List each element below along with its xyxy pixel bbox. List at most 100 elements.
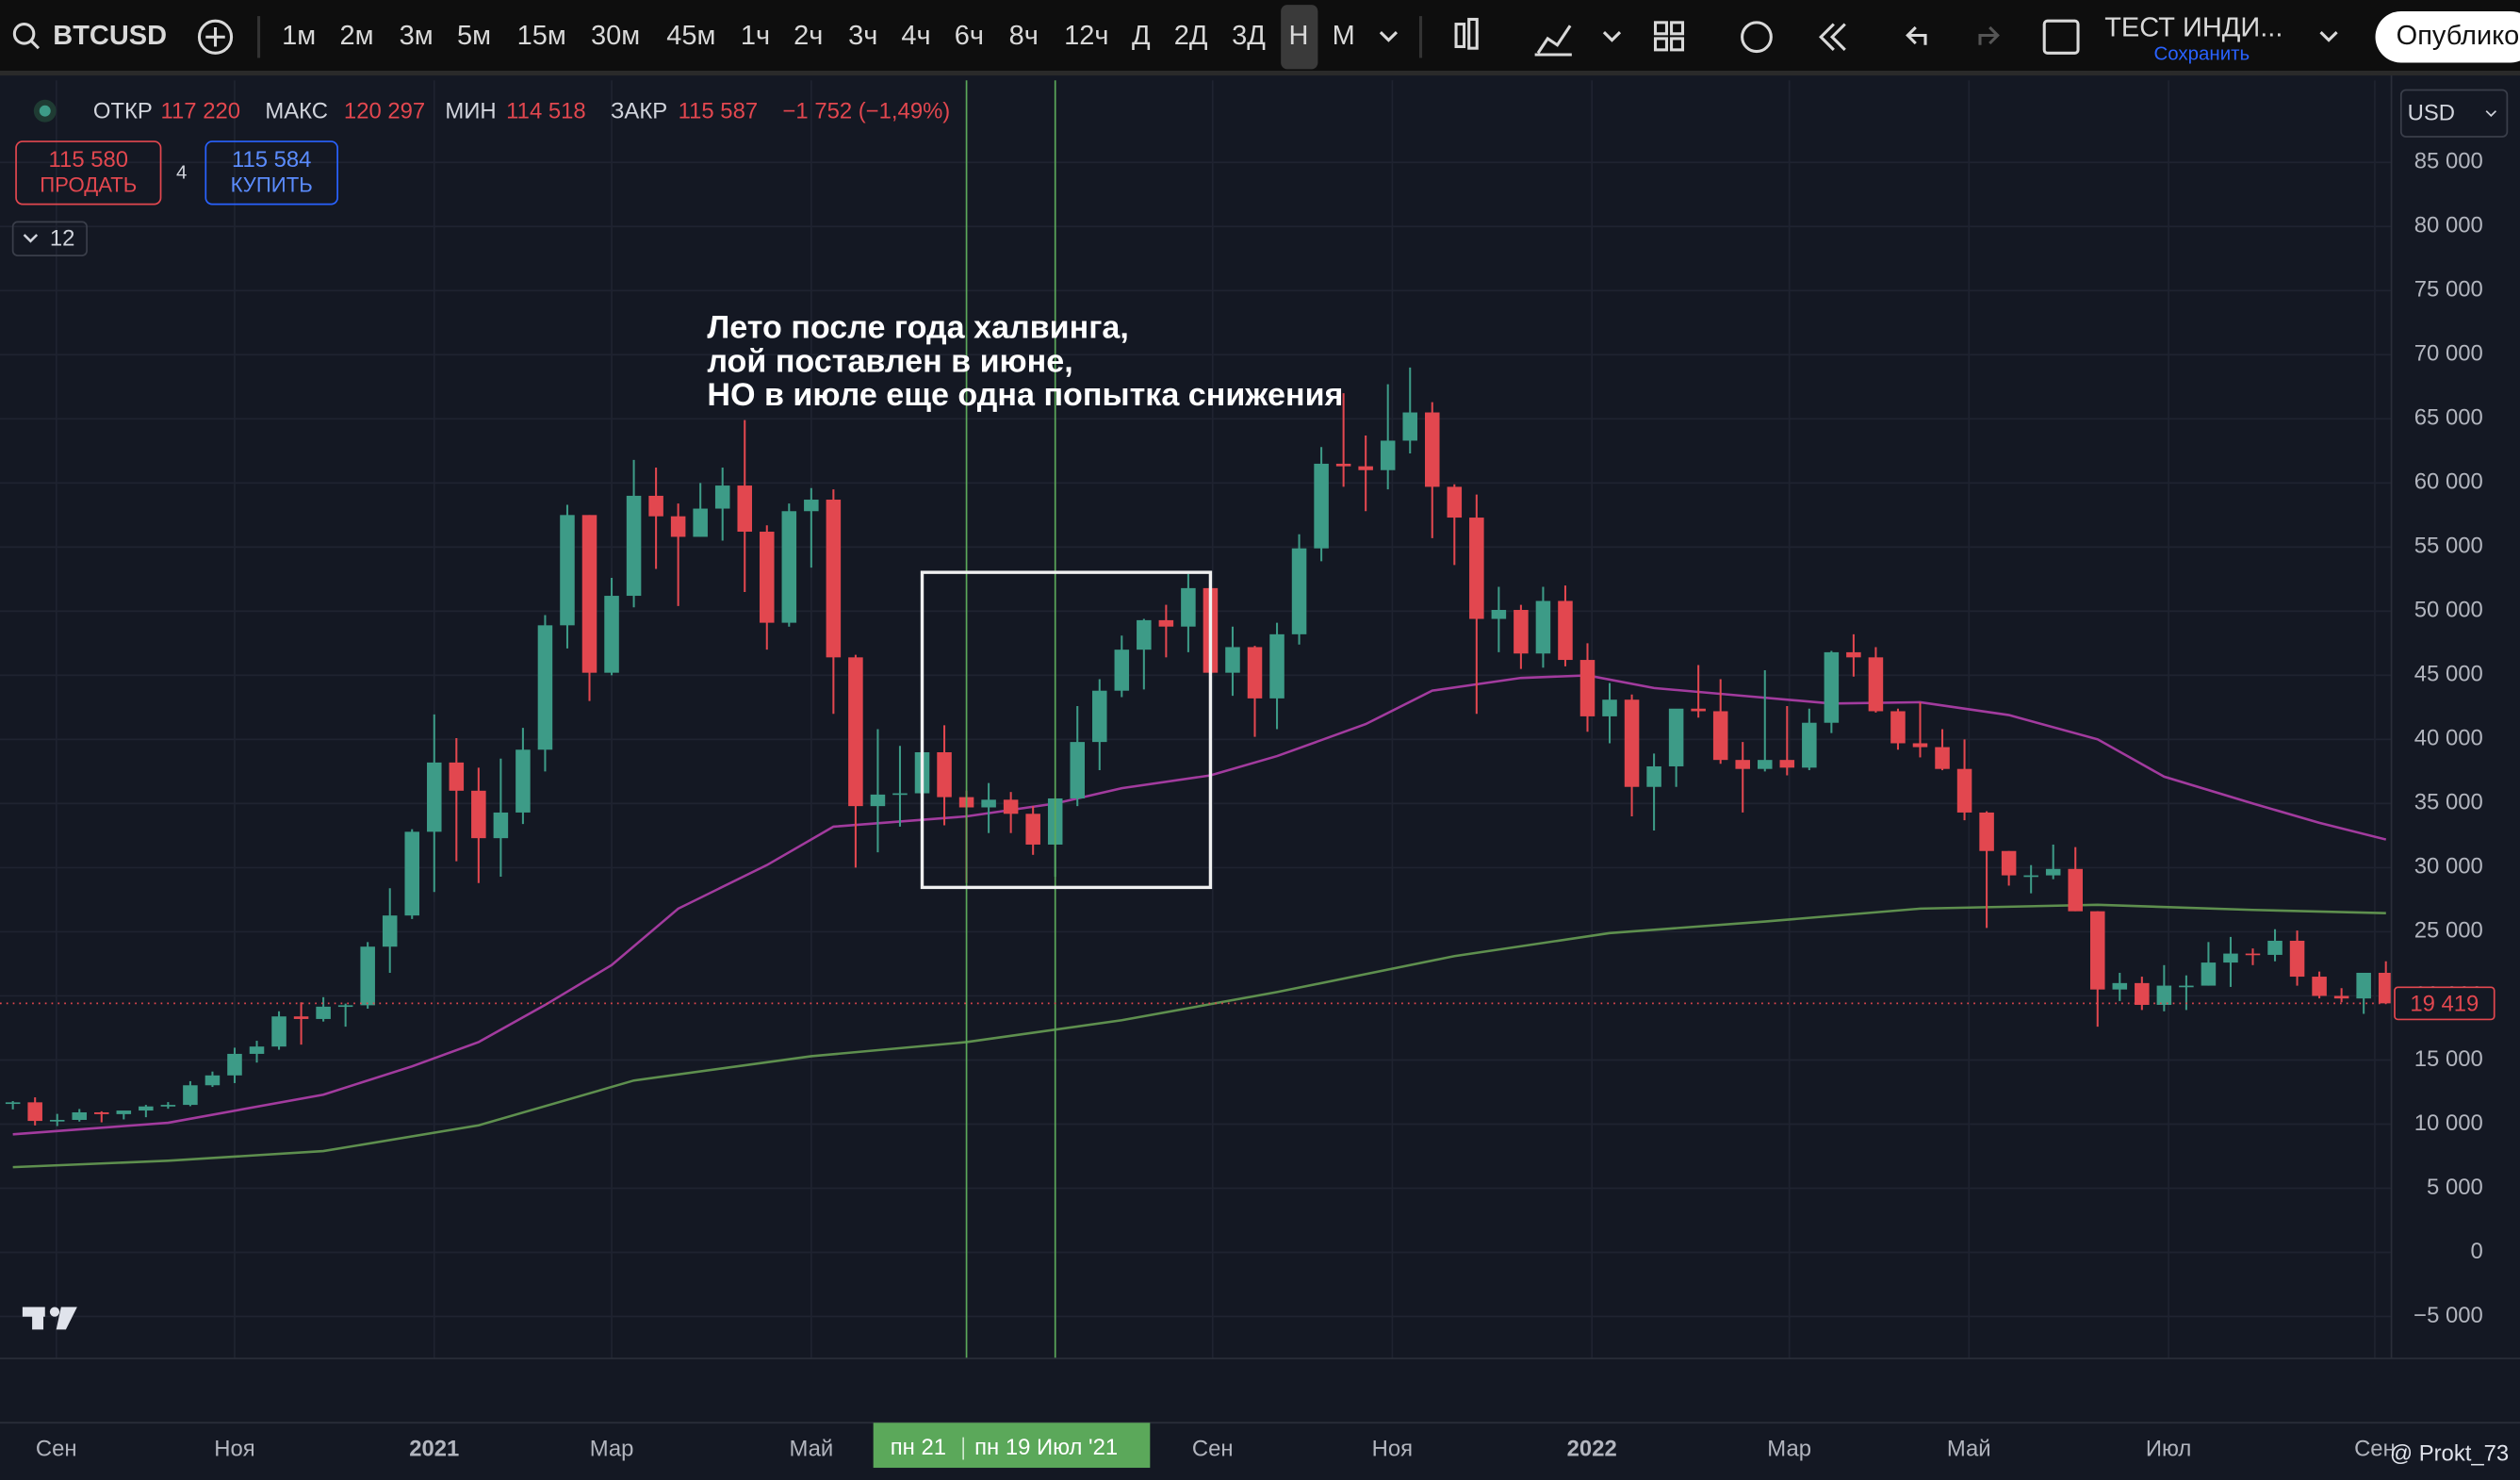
candle-body <box>493 812 509 839</box>
y-tick-label: 80 000 <box>2414 213 2483 238</box>
x-tick-label: Сен <box>1192 1437 1234 1462</box>
add-symbol[interactable] <box>197 19 234 55</box>
layout-menu[interactable] <box>2319 31 2338 42</box>
candle-body <box>1358 466 1373 470</box>
candle-body <box>515 749 531 813</box>
layouts[interactable] <box>1670 37 1685 52</box>
candle-body <box>1668 708 1684 766</box>
interval[interactable]: 6ч <box>955 21 984 51</box>
candle-body <box>1469 518 1484 619</box>
search-icon[interactable] <box>30 40 41 50</box>
buy-button[interactable] <box>205 140 338 206</box>
x-tick-label: Май <box>789 1437 833 1462</box>
interval[interactable]: 2Д <box>1174 21 1208 51</box>
interval[interactable]: 30м <box>591 21 640 51</box>
publish-button[interactable] <box>2375 10 2520 63</box>
candle-body <box>27 1102 42 1122</box>
candle-body <box>1003 799 1019 814</box>
spread: 4 <box>176 162 187 184</box>
indicators-toggle[interactable] <box>11 221 88 257</box>
candle-body <box>249 1046 265 1054</box>
candle-body <box>2312 977 2327 996</box>
interval[interactable]: 45м <box>666 21 715 51</box>
last-price-label: 19 419 <box>2410 991 2479 1016</box>
indicators-toggle[interactable] <box>23 234 39 243</box>
interval[interactable]: Н <box>1288 21 1308 51</box>
candle-body <box>2245 953 2261 956</box>
indicators-menu[interactable] <box>1602 31 1622 42</box>
time-axis-panel <box>0 1358 2520 1480</box>
buy-label[interactable]: КУПИТЬ <box>231 173 313 197</box>
candle-body <box>205 1075 221 1086</box>
currency[interactable]: USD <box>2408 100 2455 125</box>
y-tick-label: 45 000 <box>2414 662 2483 687</box>
interval[interactable]: Д <box>1132 21 1151 51</box>
layouts[interactable] <box>1670 21 1685 36</box>
sell-label[interactable]: ПРОДАТЬ <box>40 173 137 197</box>
interval[interactable]: 8ч <box>1009 21 1039 51</box>
interval[interactable]: 4ч <box>901 21 930 51</box>
candle-body <box>1335 463 1351 467</box>
publish-label[interactable]: Опублико <box>2397 21 2520 51</box>
legend-label: ЗАКР <box>611 99 667 124</box>
crosshair-label: пн 19 Июл '21 <box>974 1435 1118 1460</box>
candle-type[interactable] <box>1454 23 1466 48</box>
indicators[interactable] <box>1536 25 1572 55</box>
interval[interactable]: 12ч <box>1064 21 1108 51</box>
interval[interactable]: 1м <box>282 21 316 51</box>
candle-body <box>2156 985 2172 1005</box>
watermark: @ Prokt_73 <box>2390 1441 2509 1467</box>
indicators-count[interactable]: 12 <box>50 225 75 251</box>
sell-button[interactable] <box>15 140 162 206</box>
annotation-line: лой поставлен в июне, <box>707 343 1072 379</box>
x-tick-label: 2022 <box>1567 1437 1617 1462</box>
layouts[interactable] <box>1653 37 1668 52</box>
sell-price[interactable]: 115 580 <box>49 147 128 173</box>
candle-body <box>1491 610 1507 619</box>
layout-name[interactable]: ТЕСТ ИНДИ... <box>2104 12 2283 42</box>
buy-price[interactable]: 115 584 <box>232 147 311 173</box>
candle-body <box>1158 619 1174 627</box>
candle-body <box>382 915 398 947</box>
candle-body <box>560 515 575 626</box>
interval[interactable]: 3м <box>400 21 434 51</box>
search-icon[interactable] <box>12 23 36 45</box>
candle-body <box>49 1120 65 1122</box>
replay[interactable] <box>1829 23 1846 51</box>
interval[interactable]: 2м <box>340 21 374 51</box>
last-price-tag <box>2394 986 2495 1021</box>
save-button[interactable]: Сохранить <box>2154 42 2250 64</box>
candle-type[interactable] <box>1467 17 1479 50</box>
replay[interactable] <box>1818 23 1835 51</box>
interval[interactable]: М <box>1333 21 1355 51</box>
interval[interactable]: 3Д <box>1232 21 1266 51</box>
interval[interactable]: 1ч <box>741 21 770 51</box>
candle-body <box>404 831 420 916</box>
price-axis-panel <box>2391 72 2520 1423</box>
currency-selector[interactable] <box>2399 89 2509 138</box>
interval[interactable]: 3ч <box>848 21 877 51</box>
currency-selector[interactable] <box>2485 110 2497 117</box>
y-tick-label: 85 000 <box>2414 149 2483 174</box>
alert[interactable] <box>1741 21 1773 54</box>
layout-icon[interactable] <box>2042 19 2080 55</box>
layouts[interactable] <box>1653 21 1668 36</box>
candle-body <box>1247 647 1263 699</box>
candle-body <box>2068 868 2083 912</box>
x-tick-label: Июл <box>2146 1437 2191 1462</box>
more-intervals[interactable] <box>1379 31 1399 42</box>
y-tick-label: 55 000 <box>2414 534 2483 559</box>
y-tick-label: 15 000 <box>2414 1046 2483 1072</box>
candle-body <box>2333 995 2349 999</box>
candle-body <box>537 625 553 750</box>
redo[interactable] <box>1978 25 2000 45</box>
candle-body <box>1137 619 1152 650</box>
symbol[interactable]: BTCUSD <box>53 21 167 51</box>
x-tick-label: Сен <box>2354 1437 2396 1462</box>
undo[interactable] <box>1906 25 1927 45</box>
interval[interactable]: 5м <box>457 21 491 51</box>
interval[interactable]: 2ч <box>794 21 823 51</box>
candle-body <box>94 1111 109 1114</box>
candle-body <box>2289 940 2305 978</box>
interval[interactable]: 15м <box>517 21 566 51</box>
